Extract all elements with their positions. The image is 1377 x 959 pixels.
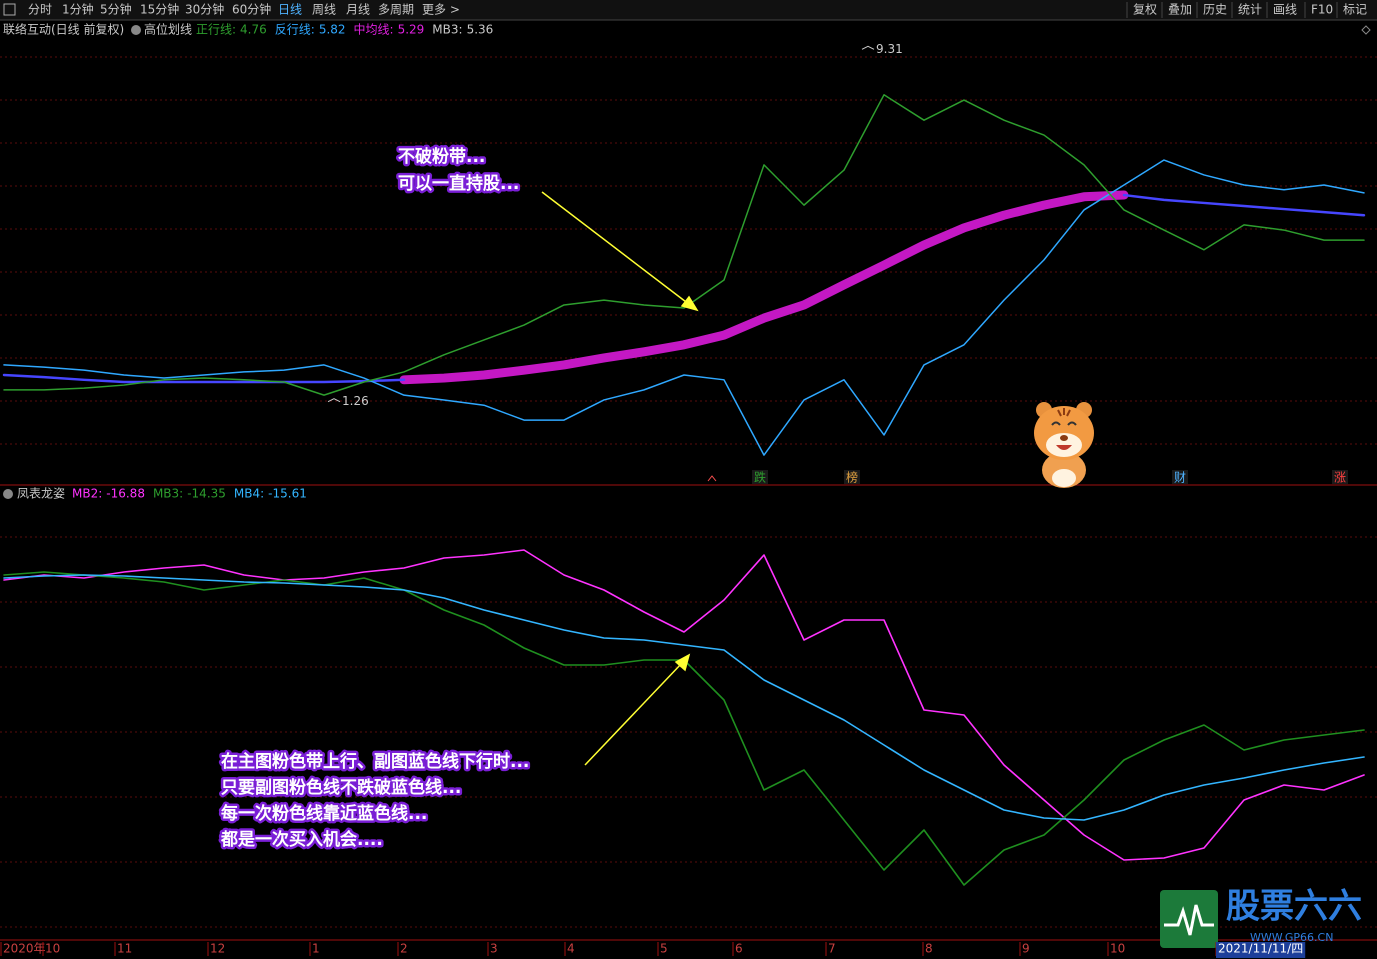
event-tag-bg [844,470,860,484]
legend-value: 5.36 [467,23,494,37]
date-label: 10 [1110,942,1125,956]
indicator-toggle[interactable] [3,489,13,499]
event-tag: 跌 [754,470,766,485]
legend-name: 中均线: [354,22,394,37]
legend-value: -16.88 [106,487,145,501]
low-label: 1.26 [342,394,369,408]
low-marker [327,398,341,403]
series-line [3,159,1365,456]
date-cursor-bg [1216,942,1306,958]
legend-name: MB4: [234,487,264,501]
legend-name: 正行线: [196,23,236,37]
series-line [399,190,1129,385]
event-marker [707,475,717,482]
event-tag-bg [752,470,768,484]
tool-button[interactable]: F10 [1311,3,1333,17]
toolbar-bg [0,0,1377,20]
date-label: 11 [117,942,132,956]
event-tag: 财 [1174,471,1186,485]
tool-button[interactable]: 画线 [1273,3,1297,17]
date-label: 6 [735,942,743,956]
legend-value: 4.76 [240,23,267,37]
date-label: 4 [567,942,575,956]
watermark-brand: 股票六六 [1226,887,1362,927]
legend-value: 5.29 [398,23,425,37]
date-label: 10 [45,942,60,956]
tool-button[interactable]: 叠加 [1168,3,1192,17]
date-label: 1 [312,942,320,956]
indicator-toggle[interactable] [131,25,141,35]
event-tag: 涨 [1334,470,1346,485]
date-label: 9 [1022,942,1030,956]
period-tab[interactable]: 月线 [346,3,370,17]
tool-button[interactable]: 标记 [1343,3,1367,17]
date-label: 12 [210,942,225,956]
period-tab[interactable]: 周线 [312,3,336,17]
date-label: 5 [660,942,668,956]
menu-icon[interactable] [3,3,16,16]
stock-name: 联络互动(日线 前复权) [3,22,124,37]
tool-button[interactable]: 统计 [1238,3,1262,17]
mascot [1034,402,1094,488]
date-label: 2020年 [3,942,46,956]
date-label: 2 [400,942,408,956]
legend-name: MB3: [153,487,183,501]
series-line [3,549,1365,861]
series-line [2,373,406,384]
annotation: 都是一次买入机会.... [220,829,383,850]
high-label: 9.31 [876,42,903,56]
tool-button[interactable]: 历史 [1203,3,1227,17]
period-tab[interactable]: 分时 [28,3,52,17]
annotation: 每一次粉色线靠近蓝色线... [221,803,427,824]
period-tab[interactable]: 多周期 [378,3,414,17]
date-label: 2021/11/11/四 [1218,942,1303,956]
annotation: 可以一直持股... [398,173,519,194]
legend-name: 反行线: [275,23,315,37]
period-tab[interactable]: 更多 > [422,3,460,17]
date-label: 8 [925,942,933,956]
date-label: 3 [490,942,498,956]
legend-value: 5.82 [319,23,346,37]
tool-button[interactable]: 复权 [1133,3,1157,17]
period-tab[interactable]: 30分钟 [185,2,224,17]
period-tab[interactable]: 5分钟 [100,2,132,17]
series-line [3,574,1365,821]
annotation: 只要副图粉色线不跌破蓝色线... [221,777,461,798]
event-tag-bg [1332,470,1348,484]
period-tab[interactable]: 日线 [278,3,302,17]
collapse-icon [1361,25,1371,35]
period-tab[interactable]: 1分钟 [62,2,94,17]
date-label: 7 [828,942,836,956]
period-tab[interactable]: 15分钟 [140,2,179,17]
series-line [3,94,1365,396]
annotation: 在主图粉色带上行、副图蓝色线下行时... [221,751,529,772]
event-tag-bg [1172,470,1188,484]
watermark-logo [1160,890,1218,948]
legend-name: MB3: [432,23,462,37]
series-line [1122,193,1366,217]
annotation-arrows [541,191,699,766]
legend-value: -15.61 [268,487,307,501]
period-tab[interactable]: 60分钟 [232,2,271,17]
high-marker [861,45,875,50]
indicator-name: 高位划线 [144,22,192,37]
annotation: 不破粉带... [398,146,485,167]
event-tag: 榜 [846,470,858,485]
sub-indicator-name: 凤表龙姿 [17,487,65,501]
legend-name: MB2: [72,487,102,501]
watermark-site: WWW.GP66.CN [1250,931,1333,944]
legend-value: -14.35 [187,487,226,501]
